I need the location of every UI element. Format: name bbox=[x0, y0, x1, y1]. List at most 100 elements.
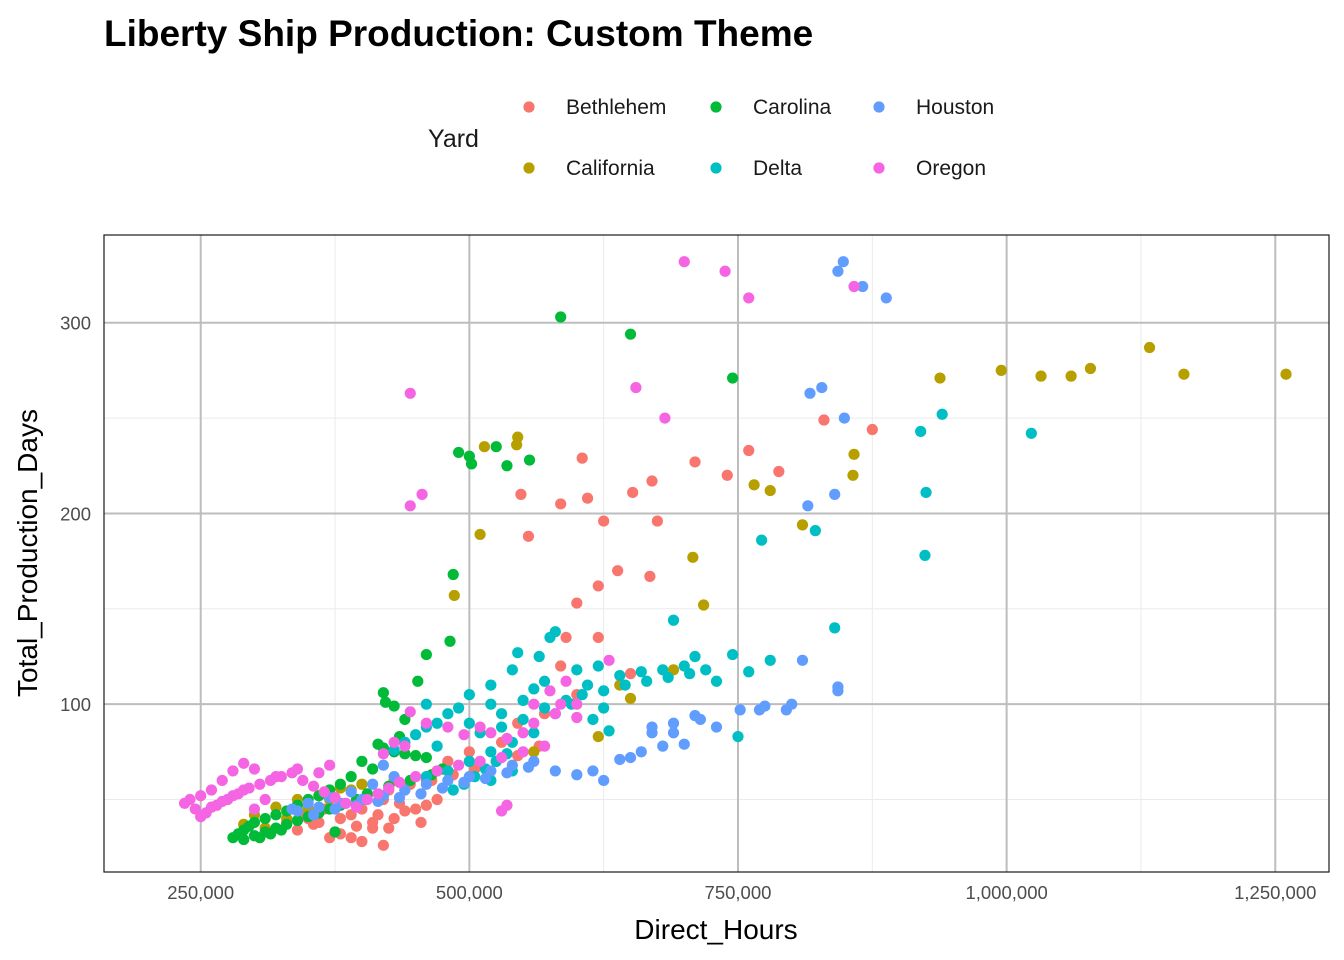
legend-label-bethlehem: Bethlehem bbox=[566, 96, 666, 119]
point-oregon bbox=[410, 771, 422, 783]
point-delta bbox=[667, 614, 680, 626]
point-bethlehem bbox=[689, 456, 701, 468]
point-oregon bbox=[404, 387, 416, 399]
point-delta bbox=[410, 729, 422, 741]
point-houston bbox=[614, 753, 626, 766]
point-bethlehem bbox=[350, 820, 363, 832]
point-bethlehem bbox=[644, 570, 656, 582]
point-california bbox=[448, 589, 460, 602]
point-houston bbox=[571, 769, 583, 781]
point-california bbox=[474, 528, 486, 541]
point-delta bbox=[743, 666, 755, 678]
point-oregon bbox=[286, 767, 298, 779]
point-houston bbox=[329, 803, 341, 815]
point-california bbox=[624, 692, 637, 705]
point-oregon bbox=[227, 765, 239, 777]
major-gridlines bbox=[104, 235, 1329, 872]
point-houston bbox=[667, 717, 680, 729]
point-oregon bbox=[307, 780, 320, 792]
x-tick-label: 1,000,000 bbox=[965, 882, 1047, 903]
point-delta bbox=[619, 679, 631, 691]
point-bethlehem bbox=[576, 452, 588, 464]
plot-border bbox=[103, 234, 1330, 873]
point-carolina bbox=[254, 832, 266, 844]
point-california bbox=[1084, 362, 1097, 375]
point-carolina bbox=[379, 696, 392, 708]
point-delta bbox=[829, 622, 841, 634]
point-bethlehem bbox=[383, 822, 395, 834]
point-oregon bbox=[517, 746, 529, 758]
point-carolina bbox=[410, 750, 422, 762]
point-bethlehem bbox=[410, 803, 422, 815]
point-oregon bbox=[205, 784, 218, 796]
point-houston bbox=[796, 654, 809, 666]
plot-area bbox=[103, 234, 1330, 873]
point-oregon bbox=[297, 774, 309, 787]
x-axis-ticks: 250,000 500,000 750,000 1,000,000 1,250,000 bbox=[167, 882, 1316, 903]
point-california bbox=[1143, 341, 1156, 354]
point-delta bbox=[512, 647, 524, 659]
point-california bbox=[478, 441, 490, 453]
point-carolina bbox=[465, 458, 478, 470]
point-delta bbox=[920, 486, 932, 499]
point-delta bbox=[495, 708, 508, 720]
data-points bbox=[178, 256, 1292, 851]
chart-title: Liberty Ship Production: Custom Theme bbox=[104, 13, 813, 54]
point-oregon bbox=[549, 708, 561, 720]
point-oregon bbox=[318, 786, 330, 798]
point-houston bbox=[780, 704, 792, 716]
point-delta bbox=[1025, 427, 1037, 439]
point-houston bbox=[307, 809, 320, 821]
point-carolina bbox=[291, 814, 304, 827]
point-houston bbox=[377, 759, 389, 771]
point-oregon bbox=[404, 706, 416, 718]
point-carolina bbox=[727, 372, 739, 384]
point-bethlehem bbox=[581, 492, 594, 504]
point-oregon bbox=[420, 717, 432, 729]
point-houston bbox=[635, 746, 647, 758]
point-carolina bbox=[555, 311, 567, 323]
point-carolina bbox=[238, 833, 250, 846]
point-delta bbox=[571, 664, 583, 676]
point-oregon bbox=[216, 795, 228, 808]
y-tick-label: 100 bbox=[60, 694, 91, 715]
point-delta bbox=[710, 675, 723, 687]
point-oregon bbox=[544, 685, 556, 697]
point-houston bbox=[838, 412, 850, 424]
point-delta bbox=[485, 746, 497, 758]
point-bethlehem bbox=[388, 812, 400, 825]
plot-background bbox=[104, 235, 1329, 872]
point-carolina bbox=[356, 755, 368, 767]
point-houston bbox=[880, 292, 892, 304]
point-carolina bbox=[412, 675, 424, 687]
point-delta bbox=[517, 713, 529, 726]
point-oregon bbox=[538, 740, 551, 752]
point-delta bbox=[732, 730, 744, 743]
point-delta bbox=[506, 664, 518, 676]
y-axis-label: Total_Production_Days bbox=[12, 409, 43, 697]
point-carolina bbox=[264, 828, 277, 840]
point-bethlehem bbox=[627, 486, 639, 499]
point-oregon bbox=[501, 732, 513, 745]
point-carolina bbox=[329, 826, 341, 838]
point-delta bbox=[614, 669, 626, 682]
point-houston bbox=[857, 280, 869, 293]
legend-key-houston bbox=[873, 101, 885, 113]
point-delta bbox=[587, 713, 599, 726]
point-delta bbox=[764, 654, 776, 666]
point-bethlehem bbox=[612, 565, 624, 577]
point-oregon bbox=[571, 711, 583, 724]
point-oregon bbox=[377, 748, 389, 760]
legend-label-california: California bbox=[566, 157, 655, 180]
point-oregon bbox=[453, 759, 465, 771]
y-axis-ticks: 100 200 300 bbox=[60, 313, 91, 715]
point-california bbox=[592, 730, 604, 743]
point-bethlehem bbox=[560, 631, 572, 644]
point-carolina bbox=[453, 446, 465, 459]
point-bethlehem bbox=[463, 746, 475, 758]
point-delta bbox=[528, 683, 540, 695]
x-tick-label: 500,000 bbox=[436, 882, 503, 903]
point-bethlehem bbox=[651, 515, 663, 527]
point-houston bbox=[624, 751, 637, 764]
point-carolina bbox=[367, 763, 379, 775]
